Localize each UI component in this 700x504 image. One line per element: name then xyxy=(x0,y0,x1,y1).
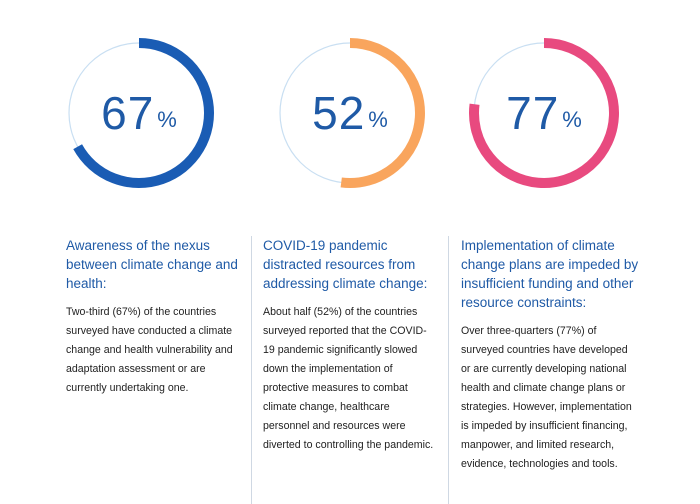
gauge-covid-label: 52% xyxy=(274,37,426,189)
gauge-implementation: 77% xyxy=(468,37,620,189)
gauge-implementation-value: 77 xyxy=(506,87,560,139)
gauge-implementation-arc xyxy=(469,38,619,188)
gauge-implementation-svg xyxy=(469,38,619,188)
column-implementation-title: Implementation of climate change plans a… xyxy=(461,238,639,310)
column-awareness: Awareness of the nexus between climate c… xyxy=(66,236,238,398)
gauge-covid-svg xyxy=(279,38,425,188)
gauge-awareness-unit: % xyxy=(157,107,177,132)
gauge-awareness-label: 67% xyxy=(63,37,215,189)
column-implementation: Implementation of climate change plans a… xyxy=(461,236,639,474)
gauge-covid: 52% xyxy=(274,37,426,189)
gauge-row: 67% 52% 77% xyxy=(0,0,700,220)
column-implementation-body: Over three-quarters (77%) of surveyed co… xyxy=(461,325,632,470)
gauge-implementation-label: 77% xyxy=(468,37,620,189)
column-covid-title: COVID-19 pandemic distracted resources f… xyxy=(263,238,428,291)
column-covid-body: About half (52%) of the countries survey… xyxy=(263,306,434,451)
gauge-implementation-unit: % xyxy=(562,107,582,132)
gauge-awareness-arc xyxy=(73,38,214,188)
gauge-covid-value: 52 xyxy=(312,87,366,139)
gauge-awareness: 67% xyxy=(63,37,215,189)
column-covid: COVID-19 pandemic distracted resources f… xyxy=(263,236,435,455)
column-divider-2 xyxy=(448,236,449,504)
gauge-awareness-value: 67 xyxy=(101,87,155,139)
column-awareness-title: Awareness of the nexus between climate c… xyxy=(66,238,238,291)
gauge-covid-unit: % xyxy=(368,107,388,132)
column-awareness-body: Two-third (67%) of the countries surveye… xyxy=(66,306,233,394)
gauge-awareness-svg xyxy=(68,38,214,188)
column-divider-1 xyxy=(251,236,252,504)
gauge-covid-arc xyxy=(340,38,425,188)
